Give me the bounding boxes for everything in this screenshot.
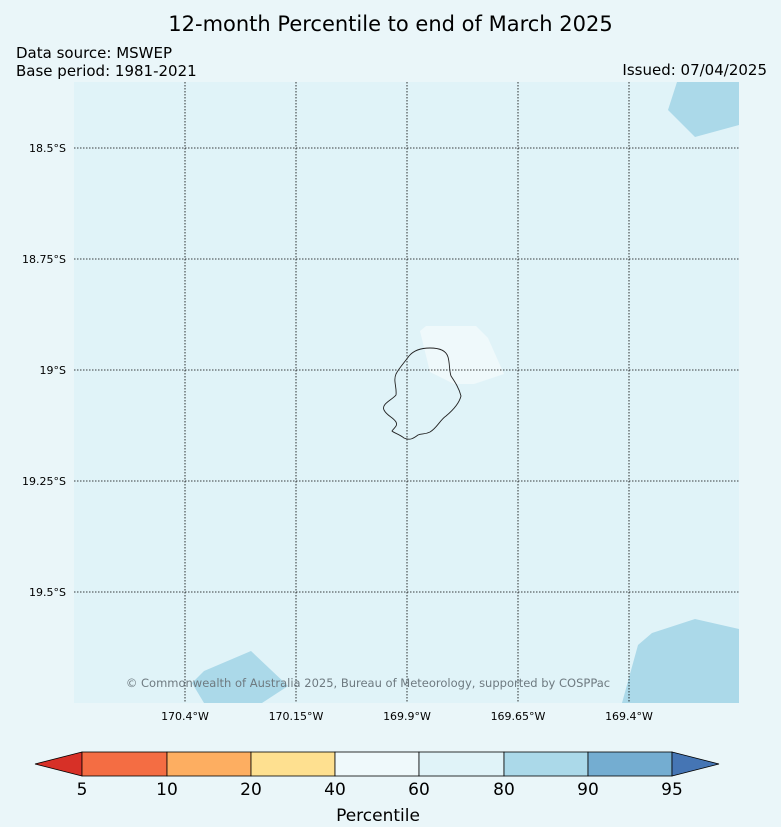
colorbar-band-60-80 bbox=[418, 751, 505, 777]
patch-80-90-top-right bbox=[668, 82, 739, 137]
colorbar bbox=[34, 751, 720, 777]
colorbar-tick-40: 40 bbox=[324, 780, 346, 800]
lon-label-169-9: 169.9°W bbox=[383, 710, 431, 723]
lat-label-19: 19°S bbox=[39, 364, 66, 377]
colorbar-band-80-90 bbox=[503, 751, 589, 777]
colorbar-tick-90: 90 bbox=[577, 780, 599, 800]
lon-label-170-4: 170.4°W bbox=[161, 710, 209, 723]
lat-label-18-75: 18.75°S bbox=[22, 253, 66, 266]
patch-80-90-bottom-left bbox=[192, 651, 288, 703]
gridlines bbox=[74, 82, 739, 703]
colorbar-band-5-10 bbox=[81, 751, 168, 777]
lat-label-19-25: 19.25°S bbox=[22, 475, 66, 488]
lat-label-19-5: 19.5°S bbox=[29, 586, 66, 599]
colorbar-over-arrow bbox=[671, 751, 720, 777]
colorbar-title: Percentile bbox=[336, 806, 420, 826]
map-background bbox=[74, 82, 739, 703]
colorbar-band-20-40 bbox=[250, 751, 336, 777]
island-coastline bbox=[383, 347, 462, 440]
map-area bbox=[74, 82, 739, 703]
issued-date: Issued: 07/04/2025 bbox=[622, 61, 767, 79]
data-source-text: Data source: MSWEP bbox=[16, 44, 173, 62]
colorbar-band-90-95 bbox=[587, 751, 673, 777]
colorbar-tick-10: 10 bbox=[156, 780, 178, 800]
colorbar-tick-95: 95 bbox=[661, 780, 683, 800]
colorbar-tick-80: 80 bbox=[493, 780, 515, 800]
colorbar-tick-60: 60 bbox=[408, 780, 430, 800]
map-title: 12-month Percentile to end of March 2025 bbox=[168, 12, 613, 36]
lon-label-170-15: 170.15°W bbox=[268, 710, 324, 723]
colorbar-band-10-20 bbox=[166, 751, 252, 777]
colorbar-band-40-60 bbox=[334, 751, 420, 777]
meta-info: Data source: MSWEP Base period: 1981-202… bbox=[16, 44, 197, 80]
colorbar-tick-20: 20 bbox=[240, 780, 262, 800]
lon-label-169-4: 169.4°W bbox=[605, 710, 653, 723]
base-period-text: Base period: 1981-2021 bbox=[16, 62, 197, 80]
lon-label-169-65: 169.65°W bbox=[490, 710, 546, 723]
patch-40-60-island bbox=[420, 326, 504, 384]
copyright-text: © Commonwealth of Australia 2025, Bureau… bbox=[125, 676, 611, 690]
colorbar-under-arrow bbox=[34, 751, 83, 777]
lat-label-18-5: 18.5°S bbox=[29, 142, 66, 155]
colorbar-tick-5: 5 bbox=[76, 780, 88, 800]
patch-80-90-bottom-right bbox=[622, 619, 739, 703]
map-svg bbox=[74, 82, 739, 703]
